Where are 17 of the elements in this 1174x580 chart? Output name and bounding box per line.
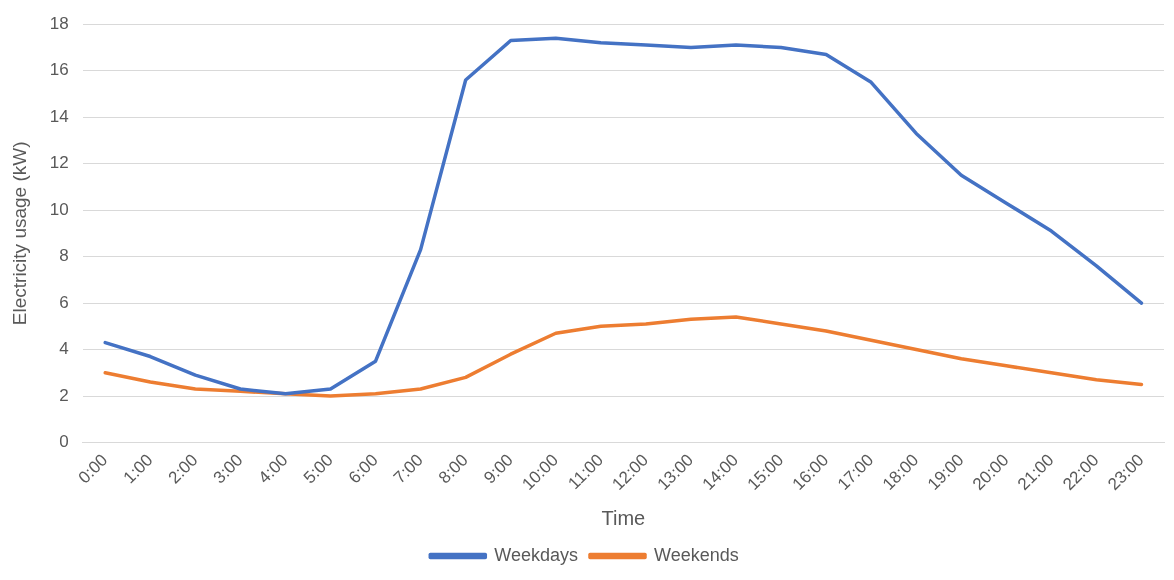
x-tick-label: 0:00 — [74, 450, 112, 488]
legend-label: Weekdays — [494, 544, 579, 565]
y-tick-label: 12 — [49, 153, 69, 173]
y-axis-title: Electricity usage (kW) — [8, 141, 30, 326]
x-tick-label: 4:00 — [254, 450, 292, 488]
y-tick-label: 0 — [59, 432, 69, 452]
y-tick-label: 14 — [49, 106, 69, 126]
legend-label: Weekends — [653, 544, 739, 565]
x-tick-label: 7:00 — [389, 450, 427, 488]
y-tick-label: 18 — [49, 13, 69, 33]
y-tick-label: 16 — [49, 60, 69, 80]
y-tick-label: 6 — [59, 292, 69, 312]
y-tick-label: 8 — [59, 246, 69, 266]
y-tick-label: 2 — [59, 385, 69, 405]
x-axis-title: Time — [601, 506, 646, 529]
y-tick-label: 10 — [49, 199, 69, 219]
y-tick-label: 4 — [59, 339, 69, 359]
